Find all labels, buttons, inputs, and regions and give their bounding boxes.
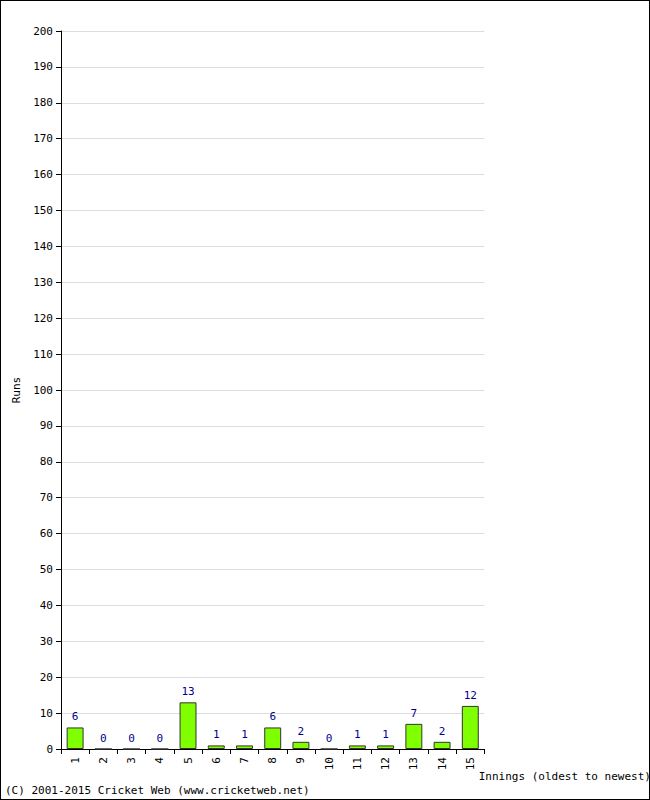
svg-text:12: 12 xyxy=(464,689,477,702)
svg-text:5: 5 xyxy=(182,757,195,764)
svg-text:6: 6 xyxy=(210,757,223,764)
svg-text:13: 13 xyxy=(181,685,194,698)
svg-text:11: 11 xyxy=(351,757,364,770)
svg-text:150: 150 xyxy=(33,204,53,217)
svg-text:140: 140 xyxy=(33,240,53,253)
svg-text:190: 190 xyxy=(33,60,53,73)
svg-text:70: 70 xyxy=(40,491,53,504)
svg-text:0: 0 xyxy=(156,732,163,745)
svg-text:100: 100 xyxy=(33,384,53,397)
svg-text:9: 9 xyxy=(294,757,307,764)
svg-text:80: 80 xyxy=(40,455,53,468)
svg-text:2: 2 xyxy=(298,725,305,738)
svg-text:1: 1 xyxy=(69,757,82,764)
svg-text:170: 170 xyxy=(33,132,53,145)
svg-text:1: 1 xyxy=(382,728,389,741)
svg-text:160: 160 xyxy=(33,168,53,181)
svg-text:0: 0 xyxy=(46,743,53,756)
svg-text:(C) 2001-2015 Cricket Web (www: (C) 2001-2015 Cricket Web (www.cricketwe… xyxy=(5,784,310,797)
svg-text:130: 130 xyxy=(33,276,53,289)
svg-text:180: 180 xyxy=(33,96,53,109)
svg-text:60: 60 xyxy=(40,527,53,540)
svg-text:3: 3 xyxy=(125,757,138,764)
svg-text:0: 0 xyxy=(100,732,107,745)
svg-text:200: 200 xyxy=(33,25,53,38)
svg-text:10: 10 xyxy=(40,707,53,720)
svg-text:1: 1 xyxy=(213,728,220,741)
svg-text:8: 8 xyxy=(266,757,279,764)
svg-text:12: 12 xyxy=(379,757,392,770)
svg-text:6: 6 xyxy=(269,710,276,723)
svg-text:6: 6 xyxy=(72,710,79,723)
svg-text:15: 15 xyxy=(464,757,477,770)
svg-text:14: 14 xyxy=(436,757,449,771)
svg-text:1: 1 xyxy=(354,728,361,741)
svg-text:50: 50 xyxy=(40,563,53,576)
svg-text:7: 7 xyxy=(411,707,418,720)
svg-text:10: 10 xyxy=(323,757,336,770)
svg-text:0: 0 xyxy=(128,732,135,745)
svg-text:2: 2 xyxy=(439,725,446,738)
svg-text:90: 90 xyxy=(40,419,53,432)
svg-text:20: 20 xyxy=(40,671,53,684)
svg-text:4: 4 xyxy=(153,757,166,764)
svg-text:1: 1 xyxy=(241,728,248,741)
svg-text:13: 13 xyxy=(407,757,420,770)
svg-text:Innings (oldest to newest): Innings (oldest to newest) xyxy=(479,770,649,783)
svg-text:7: 7 xyxy=(238,757,251,764)
svg-text:110: 110 xyxy=(33,348,53,361)
svg-text:30: 30 xyxy=(40,635,53,648)
svg-text:Runs: Runs xyxy=(10,377,23,404)
svg-text:2: 2 xyxy=(97,757,110,764)
svg-text:0: 0 xyxy=(326,732,333,745)
svg-text:120: 120 xyxy=(33,312,53,325)
svg-text:40: 40 xyxy=(40,599,53,612)
